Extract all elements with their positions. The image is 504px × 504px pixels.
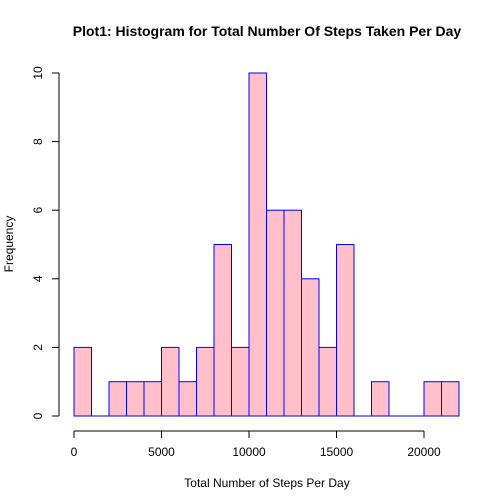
histogram-bar bbox=[318, 346, 337, 417]
histogram-bar bbox=[73, 346, 92, 417]
x-axis-label: Total Number of Steps Per Day bbox=[184, 476, 349, 490]
y-tick-label: 0 bbox=[31, 412, 45, 419]
histogram-bar bbox=[178, 381, 197, 417]
x-tick-label: 0 bbox=[71, 445, 78, 459]
histogram-bar bbox=[283, 209, 302, 417]
y-tick-label: 2 bbox=[31, 344, 45, 351]
x-tick-label: 20000 bbox=[407, 445, 441, 459]
histogram-bar bbox=[441, 381, 460, 417]
x-tick-label: 15000 bbox=[320, 445, 354, 459]
histogram-bar bbox=[301, 278, 320, 417]
y-axis: 0 2 4 6 8 10 bbox=[31, 66, 60, 419]
histogram-bar bbox=[266, 209, 285, 417]
x-tick-label: 5000 bbox=[148, 445, 175, 459]
histogram-bar bbox=[423, 381, 442, 417]
histogram-bar bbox=[248, 72, 267, 417]
bars-group bbox=[73, 72, 460, 417]
histogram-bar bbox=[371, 381, 390, 417]
y-tick-label: 8 bbox=[31, 138, 45, 145]
histogram-bar bbox=[161, 346, 180, 417]
y-tick-label: 4 bbox=[31, 275, 45, 282]
x-axis: 0 5000 10000 15000 20000 bbox=[71, 430, 441, 459]
histogram-bar bbox=[143, 381, 162, 417]
chart-title: Plot1: Histogram for Total Number Of Ste… bbox=[73, 23, 462, 39]
histogram-bar bbox=[213, 244, 232, 417]
y-axis-label: Frequency bbox=[2, 216, 16, 273]
x-tick-label: 10000 bbox=[232, 445, 266, 459]
histogram-bar bbox=[336, 244, 355, 417]
histogram-bar bbox=[126, 381, 145, 417]
y-tick-label: 6 bbox=[31, 207, 45, 214]
histogram-bar bbox=[108, 381, 127, 417]
histogram-bar bbox=[196, 346, 215, 417]
y-tick-label: 10 bbox=[31, 66, 45, 80]
histogram-bar bbox=[231, 346, 250, 417]
